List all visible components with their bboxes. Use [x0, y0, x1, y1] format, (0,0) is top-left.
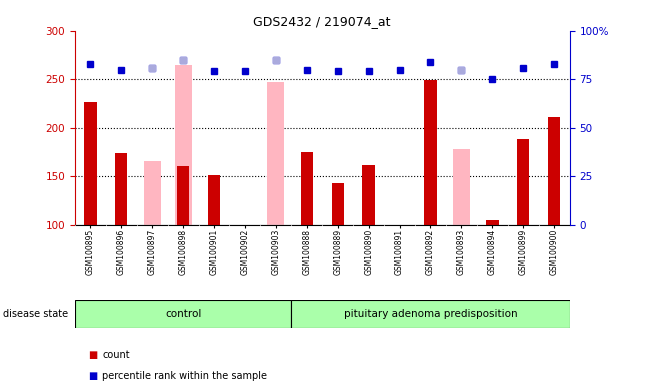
Bar [115, 153, 128, 225]
Bar [84, 103, 96, 225]
Text: GDS2432 / 219074_at: GDS2432 / 219074_at [253, 15, 391, 28]
Bar [331, 183, 344, 225]
Bar [453, 149, 470, 225]
Bar [301, 152, 313, 225]
Text: count: count [102, 350, 130, 360]
Text: ■: ■ [88, 350, 97, 360]
FancyBboxPatch shape [75, 300, 292, 328]
FancyBboxPatch shape [292, 300, 570, 328]
Bar [174, 65, 191, 225]
Bar [144, 161, 161, 225]
Bar [486, 220, 499, 225]
Bar [517, 139, 529, 225]
Text: control: control [165, 309, 201, 319]
Text: ■: ■ [88, 371, 97, 381]
Bar [548, 117, 561, 225]
Bar [208, 175, 220, 225]
Bar [424, 80, 437, 225]
Text: pituitary adenoma predisposition: pituitary adenoma predisposition [344, 309, 518, 319]
Bar [363, 164, 375, 225]
Bar [177, 167, 189, 225]
Text: disease state: disease state [3, 309, 68, 319]
Text: percentile rank within the sample: percentile rank within the sample [102, 371, 267, 381]
Bar [268, 82, 284, 225]
